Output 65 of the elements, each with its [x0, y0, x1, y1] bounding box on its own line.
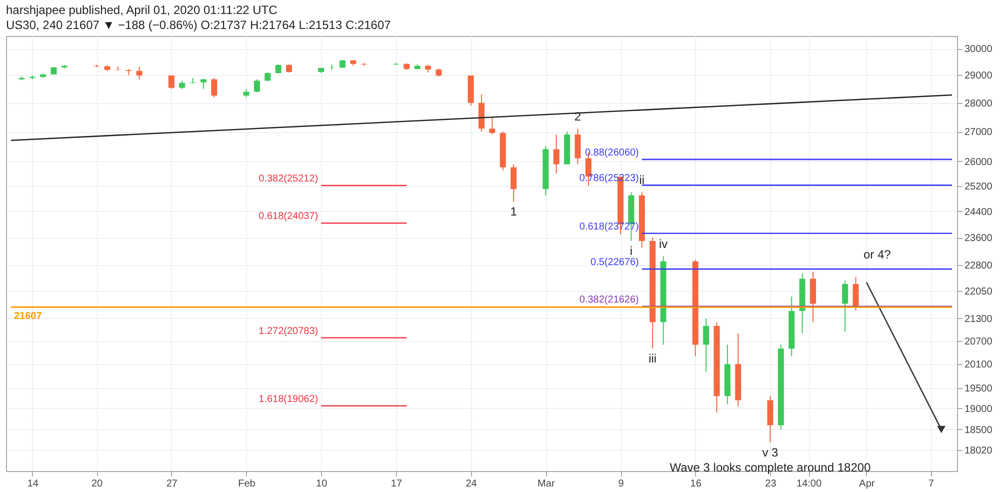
candlestick — [703, 318, 710, 372]
y-tick-label: 28000 — [964, 98, 993, 110]
candlestick — [190, 77, 196, 84]
candlestick — [200, 78, 206, 90]
y-tick-label: 21300 — [964, 314, 993, 325]
x-tick-label: 27 — [166, 478, 178, 490]
y-tick-label: 27000 — [964, 127, 993, 138]
candlestick — [842, 280, 848, 332]
annotation: 1 — [510, 204, 518, 219]
chart-title: harshjapee published, April 01, 2020 01:11:22 UTC — [6, 3, 278, 17]
x-tick-label: 10 — [316, 478, 328, 490]
series-label: 1.618(19062) — [258, 394, 318, 405]
y-tick-label: 26000 — [964, 156, 993, 168]
y-tick-label: 22050 — [964, 286, 993, 298]
x-tick-label: 23 — [765, 478, 777, 490]
x-tick-label: Apr — [859, 478, 876, 490]
candlestick — [168, 74, 174, 90]
y-tick-label: 19500 — [964, 383, 993, 394]
x-tick-label: 24 — [466, 478, 478, 490]
candlestick — [211, 77, 218, 98]
candlestick — [510, 164, 517, 202]
series-label: 0.5(22676) — [590, 257, 639, 268]
candlestick — [275, 64, 282, 74]
series-label: 0.618(24037) — [258, 211, 318, 222]
x-tick-label: 20 — [91, 478, 104, 490]
x-tick-label: Mar — [538, 478, 556, 490]
series-label: 0.88(26060) — [584, 147, 639, 158]
series-label: 0.382(21626) — [579, 294, 639, 306]
annotation: v 3 — [762, 445, 779, 460]
annotation: or 4? — [863, 248, 892, 262]
y-tick-label: 20100 — [964, 360, 993, 371]
y-tick-label: 22800 — [964, 260, 993, 272]
ref-line-label: 21607 — [14, 311, 42, 322]
annotation: Wave 3 looks complete around 18200 — [670, 460, 872, 474]
x-tick-label: 9 — [618, 478, 624, 490]
candlestick — [489, 116, 496, 135]
y-tick-label: 18500 — [964, 424, 993, 436]
candlestick — [136, 66, 142, 80]
candlestick — [254, 78, 260, 93]
chart-subtitle: US30, 240 21607 ▼ −188 (−0.86%) O:21737 H:21764 L:21513 C:21607 — [6, 18, 392, 32]
candlestick — [328, 64, 335, 70]
annotation: iii — [648, 352, 657, 366]
x-tick-label: 16 — [690, 478, 702, 490]
annotation: ii — [639, 173, 645, 188]
y-tick-label: 24400 — [964, 206, 993, 218]
x-tick-label: Feb — [238, 478, 256, 490]
candlestick — [852, 276, 859, 312]
candlestick — [574, 128, 581, 165]
series-label: 1.272(20783) — [258, 326, 318, 337]
y-tick-label: 25200 — [964, 181, 993, 192]
series-label: 0.382(25212) — [258, 174, 318, 185]
x-tick-label: 7 — [928, 478, 934, 490]
y-tick-label: 20700 — [964, 336, 993, 348]
x-tick-label: 14:00 — [796, 478, 822, 490]
annotation: iv — [658, 237, 668, 252]
y-tick-label: 19000 — [964, 404, 993, 415]
x-tick-label: 17 — [390, 478, 402, 490]
y-tick-label: 29000 — [964, 70, 993, 82]
y-tick-label: 30000 — [964, 44, 993, 56]
annotation: i — [630, 244, 633, 258]
candlestick — [553, 134, 560, 174]
candlestick — [360, 62, 367, 66]
y-tick-label: 23600 — [964, 233, 993, 244]
x-tick-label: 14 — [27, 478, 39, 490]
y-tick-label: 18020 — [964, 446, 993, 457]
